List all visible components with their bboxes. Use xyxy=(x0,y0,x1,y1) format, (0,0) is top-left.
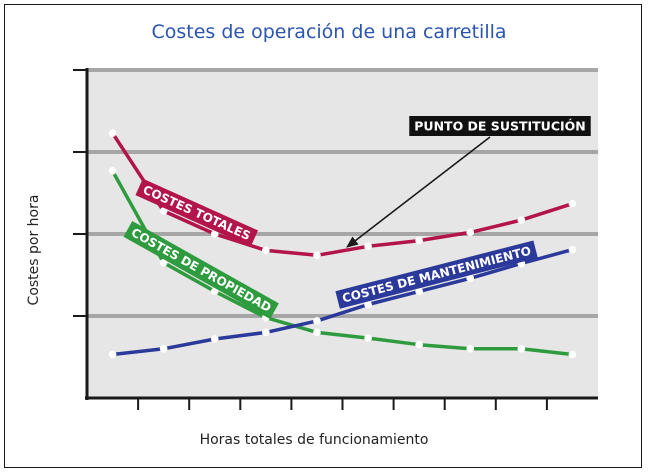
data-point xyxy=(313,328,321,337)
grid-lines xyxy=(87,68,598,318)
series-label-box xyxy=(135,178,259,247)
data-point xyxy=(108,167,117,175)
annotation-text: PUNTO DE SUSTITUCIÓN xyxy=(414,119,585,134)
data-point xyxy=(364,334,372,342)
series-line-1 xyxy=(111,132,574,258)
annotation-box xyxy=(409,116,591,136)
data-point xyxy=(415,236,423,245)
data-point xyxy=(108,129,117,137)
data-point xyxy=(159,344,168,353)
data-point xyxy=(568,245,577,254)
series-label-box xyxy=(123,221,279,320)
y-axis-label: Costes por hora xyxy=(26,195,42,306)
data-point xyxy=(466,228,475,237)
x-axis-label: Horas totales de funcionamiento xyxy=(200,432,429,448)
data-point xyxy=(313,251,321,260)
data-point xyxy=(364,242,372,251)
data-point xyxy=(108,350,117,359)
data-point xyxy=(517,216,526,224)
annotation-arrow xyxy=(346,136,491,248)
data-point xyxy=(466,344,475,353)
data-point xyxy=(262,328,270,337)
data-point xyxy=(210,335,219,343)
series-points xyxy=(108,129,577,359)
series-line-2 xyxy=(110,170,573,357)
annotation: PUNTO DE SUSTITUCIÓN xyxy=(346,116,591,248)
axis-ticks xyxy=(73,69,548,410)
data-point xyxy=(262,246,270,255)
series-line-3 xyxy=(112,247,573,357)
data-point xyxy=(313,317,321,325)
data-point xyxy=(568,350,577,359)
chart-title: Costes de operación de una carretilla xyxy=(151,21,506,43)
data-point xyxy=(517,344,526,353)
series-label-box xyxy=(335,240,538,309)
data-point xyxy=(415,340,423,349)
data-point xyxy=(568,199,577,208)
series-lines xyxy=(110,132,574,357)
